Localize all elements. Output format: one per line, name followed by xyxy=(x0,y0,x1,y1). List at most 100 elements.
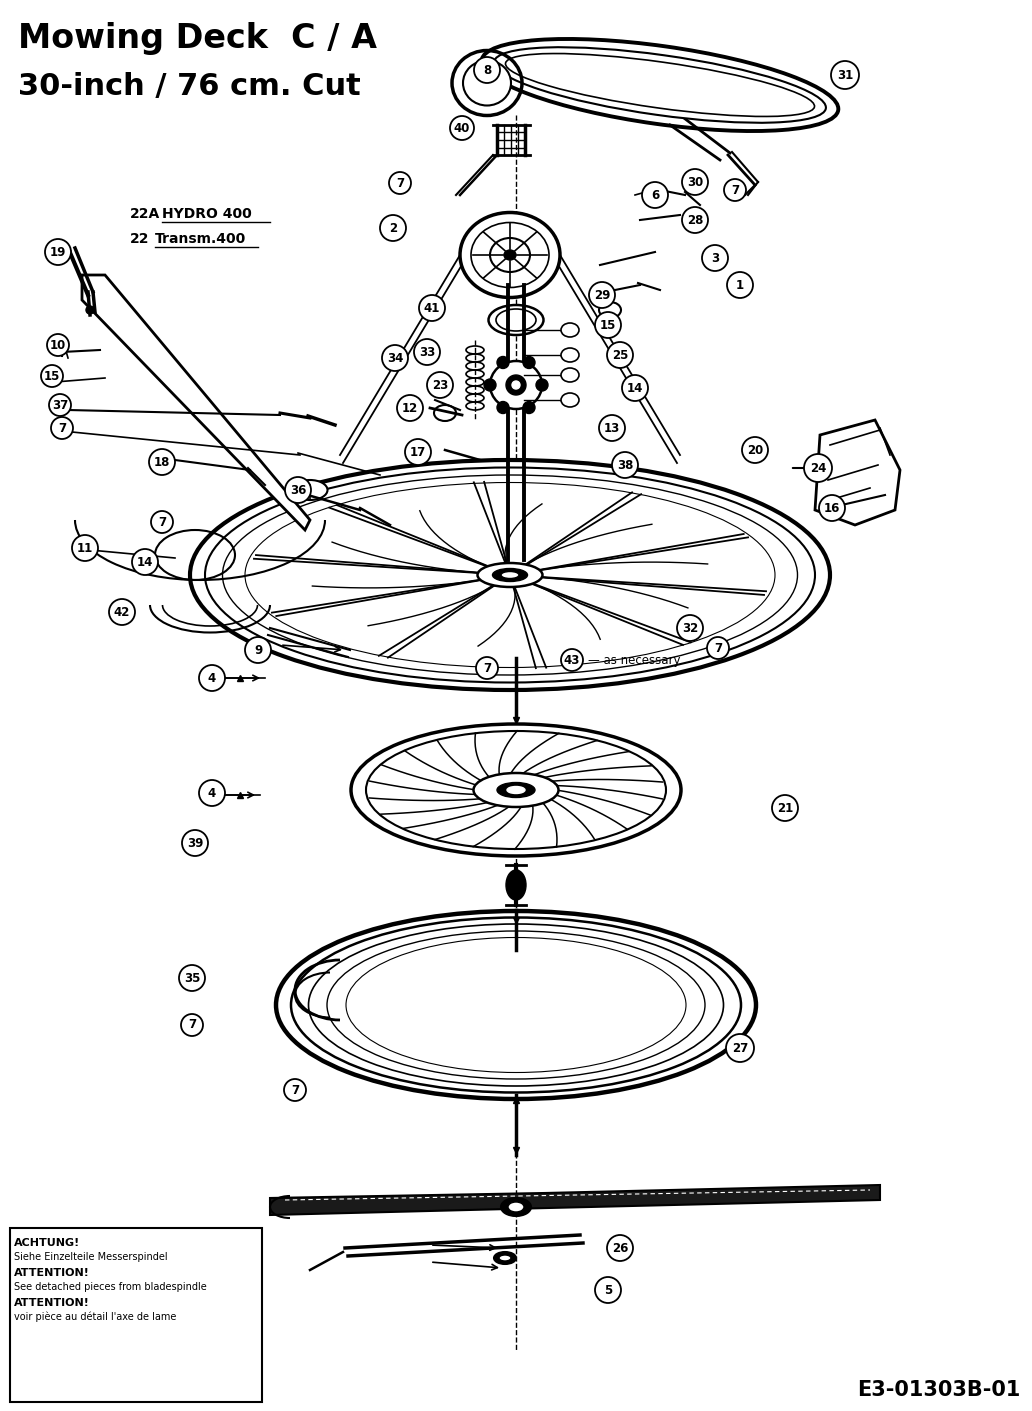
Circle shape xyxy=(49,394,71,416)
Circle shape xyxy=(742,437,768,463)
Circle shape xyxy=(612,452,638,478)
Ellipse shape xyxy=(484,380,496,391)
Text: 26: 26 xyxy=(612,1242,628,1254)
Text: 7: 7 xyxy=(58,422,66,435)
Ellipse shape xyxy=(497,783,535,797)
Text: 35: 35 xyxy=(184,972,200,985)
Text: 34: 34 xyxy=(387,351,404,364)
Ellipse shape xyxy=(86,306,94,315)
Ellipse shape xyxy=(497,402,509,413)
Circle shape xyxy=(474,56,499,83)
Ellipse shape xyxy=(561,349,579,363)
Circle shape xyxy=(45,238,71,265)
Circle shape xyxy=(47,334,69,356)
Ellipse shape xyxy=(490,361,542,409)
Ellipse shape xyxy=(474,773,558,807)
Circle shape xyxy=(724,179,746,200)
Circle shape xyxy=(41,365,63,387)
Text: 41: 41 xyxy=(424,302,441,315)
Text: 7: 7 xyxy=(731,183,739,196)
Circle shape xyxy=(725,1034,754,1062)
Circle shape xyxy=(51,418,73,439)
Ellipse shape xyxy=(506,375,526,395)
Circle shape xyxy=(727,272,753,298)
Text: voir pièce au détail l'axe de lame: voir pièce au détail l'axe de lame xyxy=(14,1312,176,1322)
Circle shape xyxy=(599,415,625,442)
Circle shape xyxy=(419,295,445,320)
Circle shape xyxy=(427,373,453,398)
Text: 43: 43 xyxy=(563,653,580,666)
Text: 14: 14 xyxy=(137,556,153,569)
Ellipse shape xyxy=(190,460,830,690)
Ellipse shape xyxy=(512,381,520,389)
Text: 15: 15 xyxy=(600,319,616,332)
Ellipse shape xyxy=(561,394,579,406)
Ellipse shape xyxy=(536,380,548,391)
Text: 24: 24 xyxy=(810,461,827,474)
Polygon shape xyxy=(82,275,310,531)
Circle shape xyxy=(389,172,411,193)
Text: 15: 15 xyxy=(43,370,60,382)
Text: 36: 36 xyxy=(290,484,307,497)
Circle shape xyxy=(380,214,406,241)
Text: 25: 25 xyxy=(612,349,628,361)
Text: 5: 5 xyxy=(604,1284,612,1297)
Text: 20: 20 xyxy=(747,443,763,457)
Text: 8: 8 xyxy=(483,63,491,76)
Text: 18: 18 xyxy=(154,456,170,468)
Text: 37: 37 xyxy=(52,398,68,412)
Circle shape xyxy=(414,339,440,365)
Ellipse shape xyxy=(504,250,516,260)
Circle shape xyxy=(109,600,135,625)
Text: 9: 9 xyxy=(254,643,262,656)
Ellipse shape xyxy=(497,357,509,368)
Text: 4: 4 xyxy=(207,786,216,800)
Circle shape xyxy=(151,511,173,533)
Ellipse shape xyxy=(501,571,519,579)
Circle shape xyxy=(682,169,708,195)
Circle shape xyxy=(589,282,615,308)
Text: 23: 23 xyxy=(431,378,448,391)
Text: 7: 7 xyxy=(188,1019,196,1031)
Text: 21: 21 xyxy=(777,801,794,814)
Circle shape xyxy=(476,658,498,679)
Text: 11: 11 xyxy=(76,542,93,555)
Text: 7: 7 xyxy=(483,662,491,674)
Text: 10: 10 xyxy=(50,339,66,351)
Ellipse shape xyxy=(292,480,327,499)
Text: 39: 39 xyxy=(187,837,203,849)
Circle shape xyxy=(595,1277,621,1302)
Text: HYDRO 400: HYDRO 400 xyxy=(162,207,252,222)
Ellipse shape xyxy=(351,724,681,856)
Circle shape xyxy=(831,61,859,89)
Text: Mowing Deck  C / A: Mowing Deck C / A xyxy=(18,23,377,55)
Ellipse shape xyxy=(494,1252,516,1264)
Circle shape xyxy=(642,182,668,207)
Text: 6: 6 xyxy=(651,189,659,202)
Text: 27: 27 xyxy=(732,1041,748,1054)
Text: 33: 33 xyxy=(419,346,436,358)
Text: — as necessary: — as necessary xyxy=(588,653,680,666)
Circle shape xyxy=(397,395,423,420)
Text: 40: 40 xyxy=(454,121,471,134)
Text: 19: 19 xyxy=(50,246,66,258)
Text: 16: 16 xyxy=(824,501,840,515)
Ellipse shape xyxy=(561,368,579,382)
Circle shape xyxy=(450,116,474,140)
Text: 3: 3 xyxy=(711,251,719,264)
Circle shape xyxy=(179,965,205,991)
Ellipse shape xyxy=(492,569,527,581)
Text: 7: 7 xyxy=(291,1084,299,1096)
Circle shape xyxy=(199,665,225,691)
Text: 7: 7 xyxy=(714,642,722,655)
Text: 7: 7 xyxy=(158,515,166,529)
Circle shape xyxy=(819,495,845,521)
Text: ATTENTION!: ATTENTION! xyxy=(14,1268,90,1278)
Ellipse shape xyxy=(506,871,526,900)
Ellipse shape xyxy=(478,563,543,587)
Text: 7: 7 xyxy=(396,176,405,189)
Circle shape xyxy=(199,780,225,806)
Ellipse shape xyxy=(507,786,525,793)
Ellipse shape xyxy=(499,1254,511,1261)
Text: 13: 13 xyxy=(604,422,620,435)
